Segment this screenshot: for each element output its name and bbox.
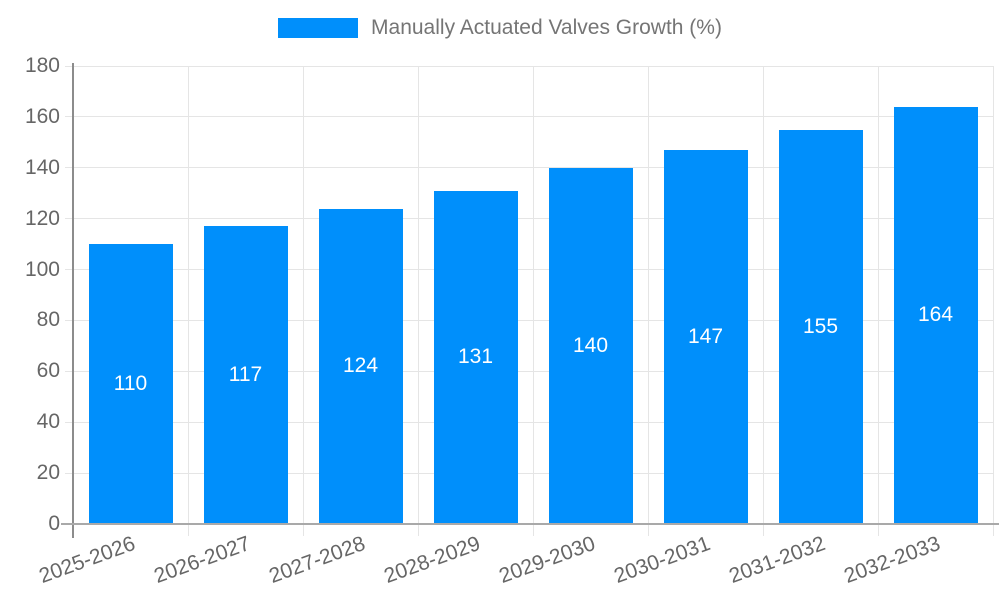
gridline-horizontal: [65, 472, 993, 474]
gridline-horizontal: [65, 167, 993, 169]
bar[interactable]: 110: [88, 244, 173, 524]
gridline-horizontal: [65, 218, 993, 220]
bar-value-label: 131: [457, 345, 494, 369]
bar[interactable]: 124: [318, 208, 403, 524]
gridline-horizontal: [65, 269, 993, 271]
x-tick-label: 2031-2032: [726, 532, 829, 588]
bar[interactable]: 131: [433, 190, 518, 524]
x-axis-line: [61, 523, 999, 525]
bar-value-label: 147: [687, 324, 724, 348]
x-tick-label: 2029-2030: [496, 532, 599, 588]
gridline-horizontal: [65, 319, 993, 321]
bar[interactable]: 147: [663, 149, 748, 524]
bar[interactable]: 140: [548, 167, 633, 524]
bar-value-label: 124: [342, 354, 379, 378]
y-tick-label: 40: [36, 410, 60, 434]
gridline-vertical: [762, 66, 764, 536]
bar-value-label: 155: [802, 314, 839, 338]
bar-value-label: 117: [228, 363, 263, 387]
y-tick-label: 20: [36, 461, 60, 485]
x-tick-label: 2026-2027: [151, 532, 254, 588]
gridline-vertical: [992, 66, 994, 536]
x-tick-label: 2032-2033: [841, 532, 944, 588]
y-tick-label: 120: [24, 206, 60, 230]
x-tick-label: 2028-2029: [381, 532, 484, 588]
gridline-vertical: [647, 66, 649, 536]
gridline-horizontal: [65, 65, 993, 67]
gridline-vertical: [532, 66, 534, 536]
bar-value-label: 140: [572, 333, 609, 357]
bar-value-label: 110: [113, 372, 148, 396]
legend-item[interactable]: Manually Actuated Valves Growth (%): [278, 15, 722, 41]
y-tick-label: 0: [48, 512, 60, 535]
x-tick-label: 2027-2028: [266, 532, 369, 588]
gridline-horizontal: [65, 370, 993, 372]
gridline-vertical: [187, 66, 189, 536]
gridline-horizontal: [65, 421, 993, 423]
legend: Manually Actuated Valves Growth (%): [0, 15, 1000, 41]
bar[interactable]: 117: [203, 226, 288, 524]
legend-label: Manually Actuated Valves Growth (%): [371, 16, 722, 39]
y-tick-label: 80: [36, 308, 60, 332]
y-tick-label: 140: [24, 155, 60, 179]
y-axis-line: [72, 63, 74, 538]
x-tick-label: 2025-2026: [36, 532, 139, 588]
plot-area: 0 20 40 60 80 100 120 140 160 180 110 2025-2026 117 2…: [25, 54, 999, 588]
gridline-vertical: [302, 66, 304, 536]
gridline-horizontal: [65, 116, 993, 118]
bar[interactable]: 155: [778, 129, 863, 524]
x-tick-label: 2030-2031: [611, 532, 714, 588]
bar[interactable]: 164: [893, 106, 978, 524]
legend-swatch: [278, 18, 359, 38]
gridline-vertical: [417, 66, 419, 536]
y-tick-label: 180: [24, 54, 60, 77]
y-tick-label: 60: [36, 359, 60, 383]
bar-value-label: 164: [917, 303, 954, 327]
y-tick-label: 160: [24, 104, 60, 128]
y-tick-label: 100: [24, 257, 60, 281]
gridline-vertical: [877, 66, 879, 536]
